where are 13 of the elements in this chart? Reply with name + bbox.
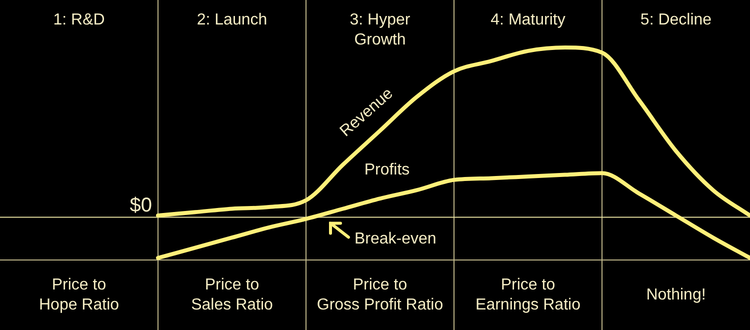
annotation: 3: Hyper Growth	[350, 11, 411, 48]
text: Price to Gross Profit Ratio	[316, 276, 444, 314]
text: 5: Decline	[640, 11, 712, 28]
text: 2: Launch	[196, 11, 268, 28]
text: Price to Hope Ratio	[38, 276, 120, 314]
annotation: Break-even	[354, 230, 436, 248]
text: Nothing!	[646, 286, 706, 304]
series-label: Profits	[364, 161, 410, 178]
text: 4: Maturity	[490, 11, 566, 28]
text: 1: R&D	[53, 11, 105, 28]
text: Price to Sales Ratio	[191, 276, 274, 314]
ref-line-label: $0	[130, 194, 152, 217]
text: Price to Earnings Ratio	[476, 276, 581, 314]
